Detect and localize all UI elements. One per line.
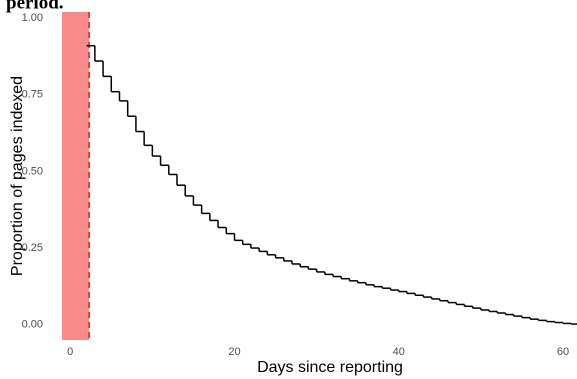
- y-tick-label: 0.00: [22, 319, 43, 331]
- y-tick-label: 0.25: [22, 242, 43, 254]
- x-tick-label: 20: [228, 346, 240, 358]
- x-tick-label: 0: [67, 346, 73, 358]
- y-tick-label: 0.50: [22, 165, 43, 177]
- x-axis-title: Days since reporting: [257, 359, 403, 376]
- y-axis-title: Proportion of pages indexed: [9, 76, 26, 276]
- x-tick-label: 60: [557, 346, 569, 358]
- y-tick-label: 1.00: [22, 12, 43, 24]
- x-tick-label: 40: [393, 346, 405, 358]
- chart-title: period.: [6, 0, 64, 13]
- highlight-region: [62, 12, 90, 340]
- y-tick-label: 0.75: [22, 89, 43, 101]
